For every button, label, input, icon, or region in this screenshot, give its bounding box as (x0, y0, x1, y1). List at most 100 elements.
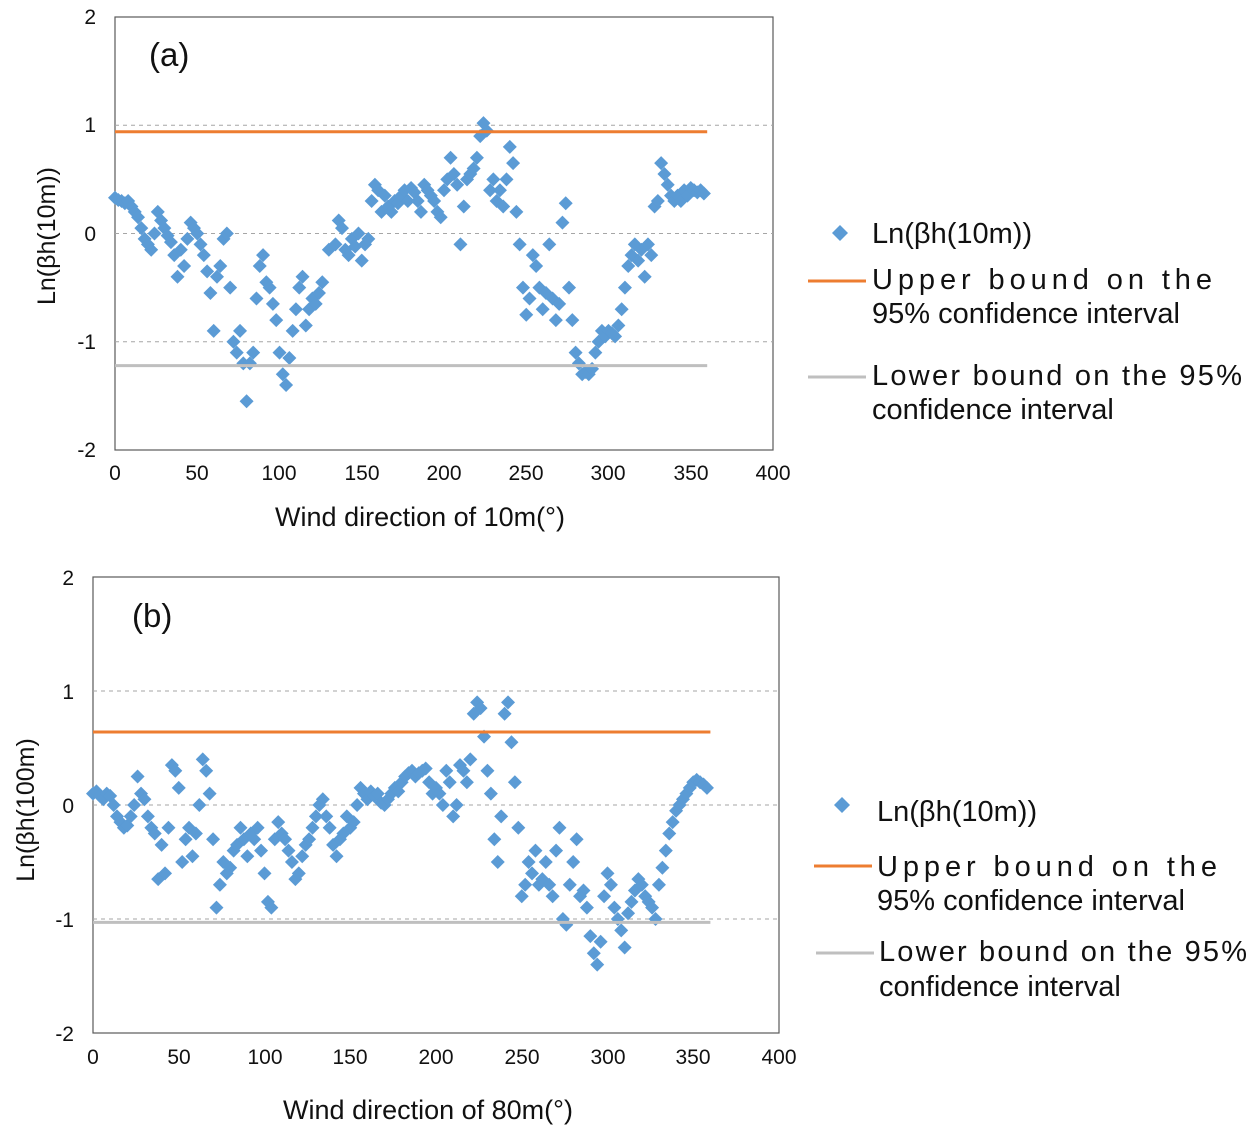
data-point (502, 139, 517, 154)
data-point (206, 832, 221, 847)
x-tick-b-100: 100 (247, 1046, 282, 1069)
data-point (617, 280, 632, 295)
y-tick-b-2: 2 (62, 567, 74, 590)
data-point (565, 313, 580, 328)
data-point (173, 242, 188, 257)
data-point (147, 226, 162, 241)
legend-marker-label-b: Ln(βh(10m)) (877, 796, 1037, 828)
data-point (650, 194, 665, 209)
data-point (315, 792, 330, 807)
data-point (645, 900, 660, 915)
data-point (529, 258, 544, 273)
data-point (250, 820, 265, 835)
panel-label-a: (a) (149, 36, 189, 73)
data-point (473, 701, 488, 716)
y-tick-a-m1: -1 (77, 331, 96, 354)
legend-lower-label-line1-a: Lower bound on the 95% (872, 360, 1242, 392)
data-point (611, 318, 626, 333)
data-point (525, 248, 540, 263)
legend-lower-label-line2-b: confidence interval (879, 971, 1121, 1003)
data-point (361, 231, 376, 246)
data-point (257, 866, 272, 881)
data-point (433, 210, 448, 225)
data-point (528, 843, 543, 858)
data-point (249, 291, 264, 306)
data-point (202, 786, 217, 801)
data-point (190, 226, 205, 241)
data-point (219, 226, 234, 241)
data-point (450, 177, 465, 192)
data-point (552, 296, 567, 311)
data-point (512, 237, 527, 252)
data-point (315, 275, 330, 290)
data-point (209, 900, 224, 915)
data-point (459, 775, 474, 790)
data-point (246, 345, 261, 360)
data-point (463, 752, 478, 767)
data-point (483, 786, 498, 801)
data-point (437, 183, 451, 198)
data-point (346, 815, 361, 830)
data-point (213, 258, 228, 273)
data-point (456, 199, 471, 214)
data-point (469, 150, 484, 165)
data-point (603, 877, 618, 892)
data-point (200, 264, 215, 279)
data-point (555, 215, 570, 230)
data-point (483, 183, 498, 198)
data-point (492, 183, 507, 198)
data-point (282, 350, 297, 365)
data-point (212, 877, 227, 892)
data-point (131, 210, 146, 225)
panel-a: 2 1 0 -1 -2 0 50 100 150 200 250 300 350… (33, 6, 1242, 532)
legend-b: Ln(βh(10m)) Upper bound on the 95% confi… (814, 796, 1247, 1003)
data-point (147, 826, 162, 841)
data-point (264, 900, 279, 915)
data-point (269, 313, 284, 328)
data-point (185, 849, 200, 864)
data-point (193, 237, 208, 252)
x-tick-a-150: 150 (344, 462, 379, 485)
data-point (614, 302, 629, 317)
data-point (341, 248, 356, 263)
data-point (535, 302, 550, 317)
data-point (308, 296, 323, 311)
data-point (278, 832, 293, 847)
data-point (624, 894, 639, 909)
legend-upper-label-line1-a: Upper bound on the (872, 264, 1212, 296)
data-point (311, 286, 326, 301)
x-tick-b-0: 0 (87, 1046, 99, 1069)
data-point (579, 900, 594, 915)
y-tick-b-m1: -1 (55, 909, 74, 932)
x-tick-a-400: 400 (755, 462, 790, 485)
data-point (229, 345, 244, 360)
data-point (665, 815, 680, 830)
legend-upper-label-line2-b: 95% confidence interval (877, 885, 1185, 917)
data-point (446, 809, 461, 824)
data-point (504, 735, 519, 750)
data-point (322, 820, 337, 835)
data-point (295, 269, 310, 284)
data-point (439, 763, 454, 778)
data-point (586, 946, 601, 961)
data-point (525, 866, 540, 881)
data-point (696, 186, 711, 201)
data-point (435, 798, 450, 812)
data-point (175, 855, 190, 869)
data-point (350, 798, 365, 812)
data-point (558, 196, 573, 211)
x-tick-b-250: 250 (504, 1046, 539, 1069)
data-point (223, 280, 238, 295)
data-point (295, 849, 310, 864)
data-point (658, 843, 673, 858)
data-point (262, 280, 277, 295)
y-tick-b-0: 0 (62, 795, 74, 818)
data-point (308, 809, 323, 824)
data-point (192, 798, 207, 812)
data-point (281, 843, 296, 858)
data-point (509, 204, 524, 219)
data-point (486, 172, 501, 187)
data-point (140, 809, 155, 824)
data-point (660, 177, 675, 192)
